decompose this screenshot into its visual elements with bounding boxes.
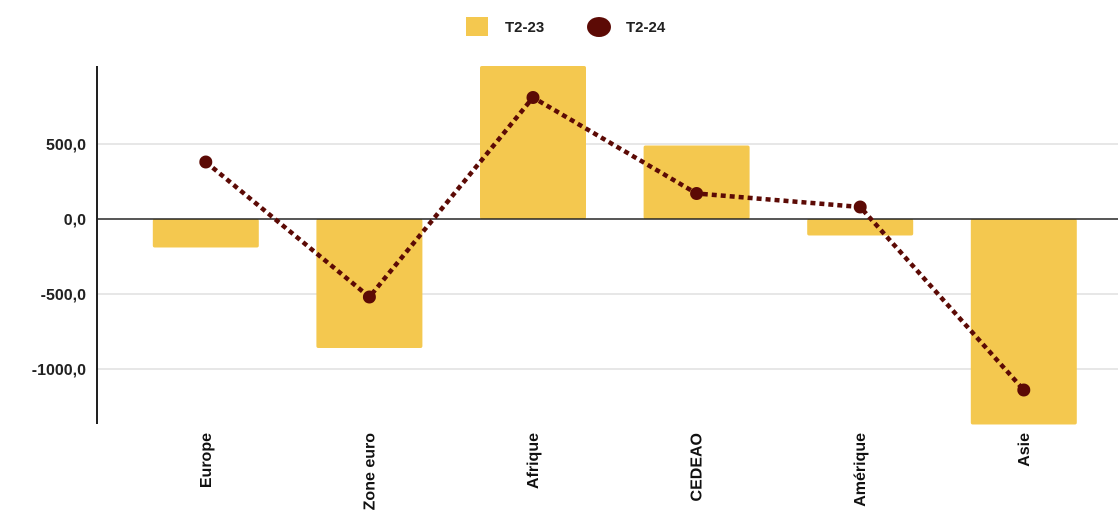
legend-label-t2-24: T2-24 [626, 19, 666, 36]
legend: T2-23 T2-24 [466, 17, 666, 37]
point-afrique [526, 91, 540, 104]
x-tick-label-europe: Europe [198, 433, 215, 488]
bar-cedeao [643, 145, 750, 219]
point-zone-euro [362, 290, 376, 304]
legend-swatch-t2-23 [466, 17, 488, 36]
point-amerique [853, 200, 867, 214]
y-tick-label: 500,0 [46, 137, 86, 154]
gridlines [97, 143, 1118, 370]
point-cedeao [690, 187, 704, 200]
y-tick-label: -1000,0 [32, 362, 86, 379]
point-europe [199, 155, 213, 169]
point-asie [1017, 383, 1031, 397]
bar-amerique [807, 219, 914, 236]
x-tick-label-asie: Asie [1016, 433, 1033, 467]
line-t2-24 [204, 94, 1026, 392]
x-tick-label-afrique: Afrique [525, 433, 542, 489]
x-tick-label-amerique: Amérique [852, 433, 869, 507]
x-tick-label-cedeao: CEDEAO [689, 433, 706, 501]
x-tick-label-zone-euro: Zone euro [361, 433, 378, 511]
line-series [199, 91, 1031, 397]
bar-series [152, 66, 1077, 425]
bar-zone-euro [316, 219, 423, 348]
bar-europe [152, 219, 259, 248]
y-axis-tick-labels: 500,0 0,0 -500,0 -1000,0 [32, 137, 86, 379]
bar-asie [970, 219, 1077, 425]
bar-afrique [480, 66, 586, 219]
x-axis-category-labels: Europe Zone euro Afrique CEDEAO Amérique Asie [198, 433, 1033, 511]
y-tick-label: -500,0 [41, 287, 86, 304]
legend-swatch-t2-24 [587, 17, 611, 37]
legend-label-t2-23: T2-23 [505, 19, 544, 36]
y-tick-label: 0,0 [64, 212, 86, 229]
